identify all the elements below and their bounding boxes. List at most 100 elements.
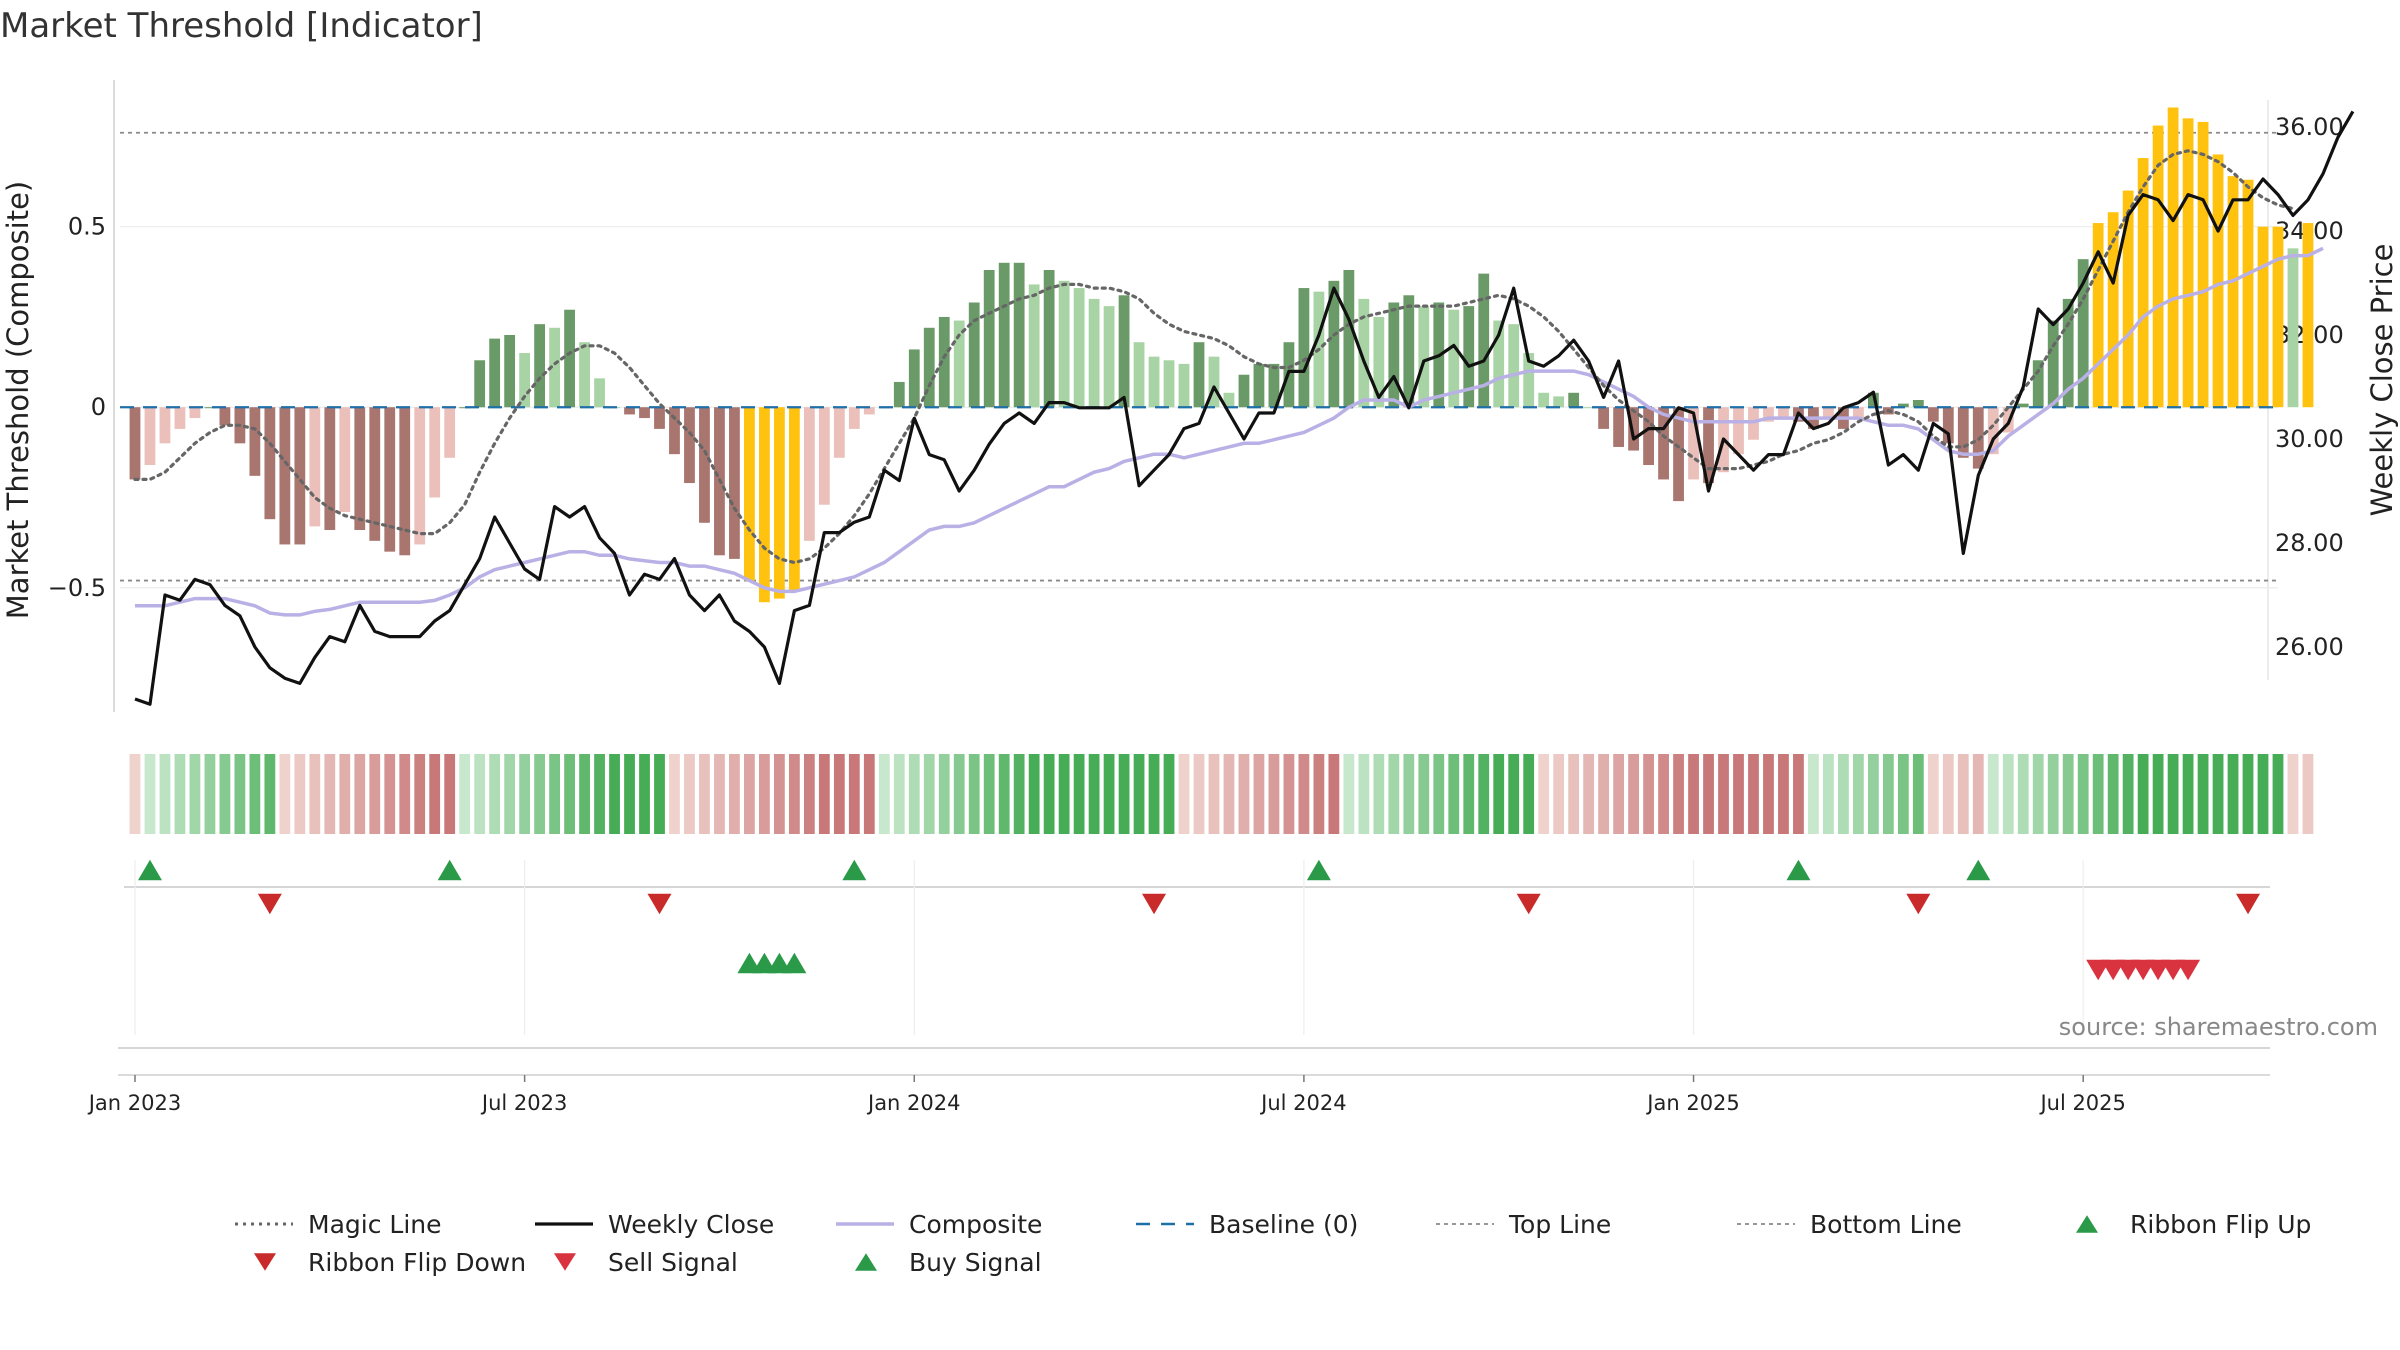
ribbon-cell <box>129 754 141 834</box>
ribbon-cell <box>2242 754 2254 834</box>
ribbon-cell <box>1793 754 1804 834</box>
y-axis-label-left: Market Threshold (Composite) <box>1 181 35 619</box>
histogram-bar <box>1253 363 1265 408</box>
histogram-bar <box>1658 407 1669 480</box>
histogram-bar <box>429 407 441 498</box>
histogram-bar <box>639 407 650 419</box>
ribbon-cell <box>174 754 186 834</box>
ribbon-cell <box>429 754 441 834</box>
ribbon-cell <box>1238 754 1250 834</box>
legend-item: Composite <box>836 1210 1042 1239</box>
ribbon-cell <box>1163 754 1175 834</box>
ribbon-cell <box>369 754 381 834</box>
x-tick-label: Jul 2023 <box>480 1091 567 1115</box>
histogram-bar <box>1987 407 1999 455</box>
histogram-bar <box>1463 306 1475 408</box>
histogram-bar <box>384 407 396 552</box>
ribbon-cell <box>2257 754 2269 834</box>
ribbon-cell <box>1373 754 1385 834</box>
ribbon-cell <box>459 754 471 834</box>
ribbon-cell <box>863 754 875 834</box>
ribbon-cell <box>1388 754 1400 834</box>
histogram-bar <box>1403 295 1415 408</box>
histogram-bar <box>1328 280 1340 408</box>
histogram-bar <box>744 407 755 581</box>
legend-item: Ribbon Flip Up <box>2076 1210 2311 1239</box>
histogram-bar <box>2032 360 2044 408</box>
histogram-bar <box>893 381 905 408</box>
histogram-bar <box>2287 248 2299 408</box>
ribbon-cell <box>1598 754 1610 834</box>
histogram-bars <box>129 107 2314 603</box>
ribbon-cell <box>714 754 725 834</box>
ribbon-cell <box>1208 754 1220 834</box>
ribbon-cell <box>1613 754 1625 834</box>
histogram-bar <box>1418 306 1430 408</box>
ribbon-cell <box>1523 754 1535 834</box>
ribbon-cell <box>699 754 710 834</box>
ribbon-cell <box>1418 754 1430 834</box>
ribbon-cell <box>339 754 351 834</box>
histogram-bar <box>1088 298 1100 408</box>
histogram-bar <box>1628 407 1639 451</box>
histogram-bar <box>1193 342 1205 408</box>
buy-signal-marker <box>782 952 807 974</box>
ribbon-cell <box>564 754 575 834</box>
histogram-bar <box>1673 407 1684 502</box>
histogram-bar <box>908 349 920 408</box>
ribbon-cell <box>264 754 276 834</box>
ribbon-cell <box>2152 754 2164 834</box>
ribbon-cell <box>1448 754 1460 834</box>
histogram-bar <box>1703 407 1714 484</box>
histogram-bar <box>2137 158 2149 408</box>
right-tick-label: 36.00 <box>2275 113 2344 141</box>
ribbon-cell <box>759 754 770 834</box>
ribbon-cell <box>953 754 965 834</box>
histogram-bar <box>1043 270 1055 408</box>
ribbon-cell <box>1298 754 1310 834</box>
histogram-bar <box>699 407 710 523</box>
histogram-bar <box>968 302 980 408</box>
legend-swatch <box>2076 1215 2098 1233</box>
histogram-bar <box>1223 392 1235 408</box>
ribbon-cell <box>744 754 755 834</box>
histogram-bar <box>2212 154 2224 408</box>
ribbon-cell <box>594 754 605 834</box>
ribbon-cell <box>968 754 980 834</box>
legend-label: Top Line <box>1508 1210 1611 1239</box>
legend-label: Bottom Line <box>1810 1210 1962 1239</box>
legend-label: Sell Signal <box>608 1248 738 1277</box>
ribbon-cell <box>219 754 231 834</box>
histogram-bar <box>1343 270 1355 408</box>
histogram-bar <box>1942 407 1954 444</box>
x-tick-label: Jul 2025 <box>2038 1091 2125 1115</box>
weekly-close-line <box>134 110 2355 706</box>
ribbon-cell <box>1313 754 1325 834</box>
source-credit: source: sharemaestro.com <box>2058 1013 2378 1041</box>
ribbon-cell <box>1013 754 1025 834</box>
ribbon-cell <box>1718 754 1729 834</box>
ribbon-flip-up-marker <box>842 859 867 881</box>
histogram-bar <box>2302 223 2314 408</box>
legend-item: Baseline (0) <box>1136 1210 1358 1239</box>
ribbon-cell <box>818 754 830 834</box>
ribbon-cell <box>1987 754 1999 834</box>
histogram-bar <box>1778 407 1789 419</box>
ribbon-cell <box>1568 754 1580 834</box>
ribbon-flip-up-marker <box>137 859 162 881</box>
legend-label: Ribbon Flip Up <box>2130 1210 2311 1239</box>
ribbon-cell <box>2182 754 2194 834</box>
ribbon-cell <box>893 754 905 834</box>
x-tick-label: Jan 2024 <box>866 1091 961 1115</box>
ribbon-cell <box>1328 754 1340 834</box>
ribbon-cell <box>1043 754 1055 834</box>
ribbon-cell <box>1148 754 1160 834</box>
histogram-bar <box>2122 190 2134 408</box>
ribbon-cell <box>2197 754 2209 834</box>
histogram-bar <box>2092 223 2104 408</box>
ribbon-cell <box>159 754 171 834</box>
histogram-bar <box>534 324 546 408</box>
ribbon-cell <box>923 754 935 834</box>
ribbon-cell <box>399 754 411 834</box>
